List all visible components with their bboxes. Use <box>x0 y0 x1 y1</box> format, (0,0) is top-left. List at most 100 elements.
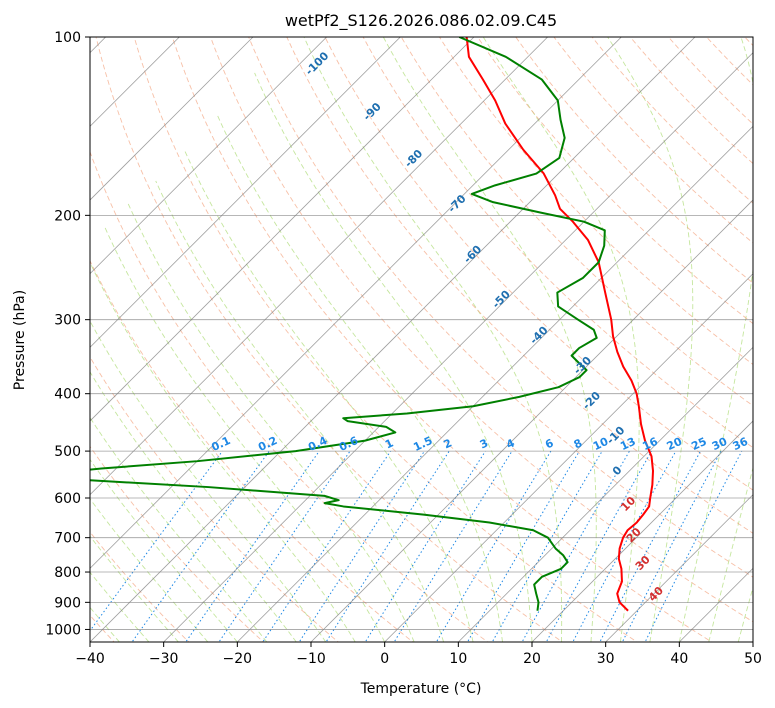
dry-adiabat-line <box>667 37 753 125</box>
isotherm-line <box>90 37 401 348</box>
mixing-ratio-line <box>364 450 486 642</box>
x-axis-ticks: −40 −30 −20 −10 0 10 20 30 40 50 <box>75 642 762 667</box>
dry-adiabat-label: -60 <box>461 242 484 265</box>
dry-adiabat-line <box>90 259 414 642</box>
x-tick-label: 10 <box>449 651 467 667</box>
mixing-ratio-line <box>621 450 722 642</box>
mixing-ratio-line <box>262 450 392 642</box>
y-tick-label: 500 <box>54 444 81 460</box>
mixing-ratio-label: 20 <box>665 435 685 453</box>
mixing-ratio-line <box>90 450 223 632</box>
moist-adiabat-label: 30 <box>633 553 653 573</box>
dry-adiabat-line <box>362 37 753 449</box>
x-tick-label: −10 <box>296 651 326 667</box>
dry-adiabat-line <box>770 24 775 645</box>
moist-adiabat-label: 20 <box>624 525 644 545</box>
temperature-line <box>465 37 654 612</box>
moist-adiabat-line <box>90 458 238 642</box>
y-axis-ticks: 100 200 300 400 500 600 700 800 900 1000 <box>45 30 90 638</box>
dry-adiabat-line <box>477 37 753 325</box>
moist-adiabat-line <box>216 114 503 642</box>
dry-adiabat-line <box>133 37 638 642</box>
y-tick-label: 200 <box>54 208 81 224</box>
mixing-ratio-label: 2 <box>442 436 454 451</box>
x-tick-label: 0 <box>380 651 389 667</box>
dry-adiabat-line <box>629 37 753 165</box>
dry-adiabat-line <box>438 37 753 365</box>
isotherm-line <box>90 37 696 642</box>
dry-adiabat-line <box>286 37 753 534</box>
x-tick-label: −30 <box>149 651 179 667</box>
moist-adiabat-line <box>90 261 356 642</box>
y-tick-label: 300 <box>54 313 81 329</box>
isotherm-line <box>90 37 548 496</box>
dry-adiabat-line <box>90 445 265 642</box>
y-axis-label: Pressure (hPa) <box>12 290 28 390</box>
mixing-ratio-label: 16 <box>640 435 660 453</box>
moist-adiabat-line <box>90 320 327 642</box>
x-tick-label: 40 <box>670 651 688 667</box>
mixing-ratio-line <box>466 450 580 642</box>
dry-adiabat-line <box>90 356 339 642</box>
mixing-ratio-line <box>325 450 450 642</box>
moist-adiabat-line <box>382 37 597 642</box>
mixing-ratio-line <box>298 450 425 642</box>
y-tick-label: 800 <box>54 565 81 581</box>
plot-frame <box>89 36 754 643</box>
x-tick-label: 50 <box>744 651 762 667</box>
isotherm-line <box>163 52 753 642</box>
isotherm-line <box>90 37 254 201</box>
dry-adiabats <box>90 24 775 645</box>
moist-adiabat-line <box>104 227 386 642</box>
y-tick-label: 900 <box>54 595 81 611</box>
y-tick-label: 600 <box>54 491 81 507</box>
moist-adiabat-line <box>90 416 268 642</box>
isotherm-line <box>605 494 753 642</box>
isotherm-line <box>90 37 475 422</box>
y-tick-label: 100 <box>54 30 81 46</box>
mixing-ratio-line <box>599 450 701 642</box>
moist-adiabat-label: 40 <box>646 584 666 604</box>
dry-adiabat-line <box>553 37 753 244</box>
mixing-ratio-line <box>644 450 743 642</box>
isotherms <box>90 37 753 642</box>
dry-adiabat-line <box>90 150 489 642</box>
moist-adiabat-line <box>90 498 209 642</box>
dry-adiabat-line <box>248 37 753 578</box>
moist-adiabat-line <box>737 585 753 642</box>
mixing-ratio-label: 10 <box>591 435 611 453</box>
dry-adiabat-line <box>591 37 753 204</box>
mixing-ratio-line <box>393 450 513 642</box>
isotherm-line <box>384 273 753 642</box>
moist-adiabat-line <box>90 371 297 642</box>
moist-adiabat-line <box>303 37 563 642</box>
dry-adiabat-label: -90 <box>361 100 384 123</box>
dry-adiabat-line <box>744 37 753 47</box>
mixing-ratio-label: 13 <box>618 435 637 453</box>
y-tick-label: 400 <box>54 387 81 403</box>
moist-adiabat-line <box>482 37 640 642</box>
dry-adiabat-label: 0 <box>610 463 625 478</box>
isotherm-line <box>90 37 327 275</box>
dry-adiabat-line <box>705 37 753 86</box>
x-tick-label: 20 <box>523 651 541 667</box>
mixing-ratio-label: 30 <box>710 435 730 453</box>
sounding-series <box>90 37 654 612</box>
isotherm-line <box>752 641 753 642</box>
dry-adiabat-label: -40 <box>527 324 550 347</box>
dry-adiabat-line <box>324 37 753 491</box>
dry-adiabat-line <box>171 37 713 642</box>
mixing-ratio-line <box>185 450 320 642</box>
moist-adiabat-line <box>127 201 415 642</box>
dry-adiabat-label: -100 <box>303 49 332 78</box>
isotherm-line <box>531 420 753 642</box>
mixing-ratio-label: 6 <box>543 436 556 451</box>
mixing-ratio-line <box>218 450 351 642</box>
isotherm-line <box>90 37 622 569</box>
mixing-ratio-label: 36 <box>731 435 751 453</box>
moist-adiabat-line <box>678 37 753 642</box>
y-tick-label: 700 <box>54 531 81 547</box>
isotherm-line <box>679 567 753 642</box>
moist-adiabat-line <box>254 72 533 642</box>
